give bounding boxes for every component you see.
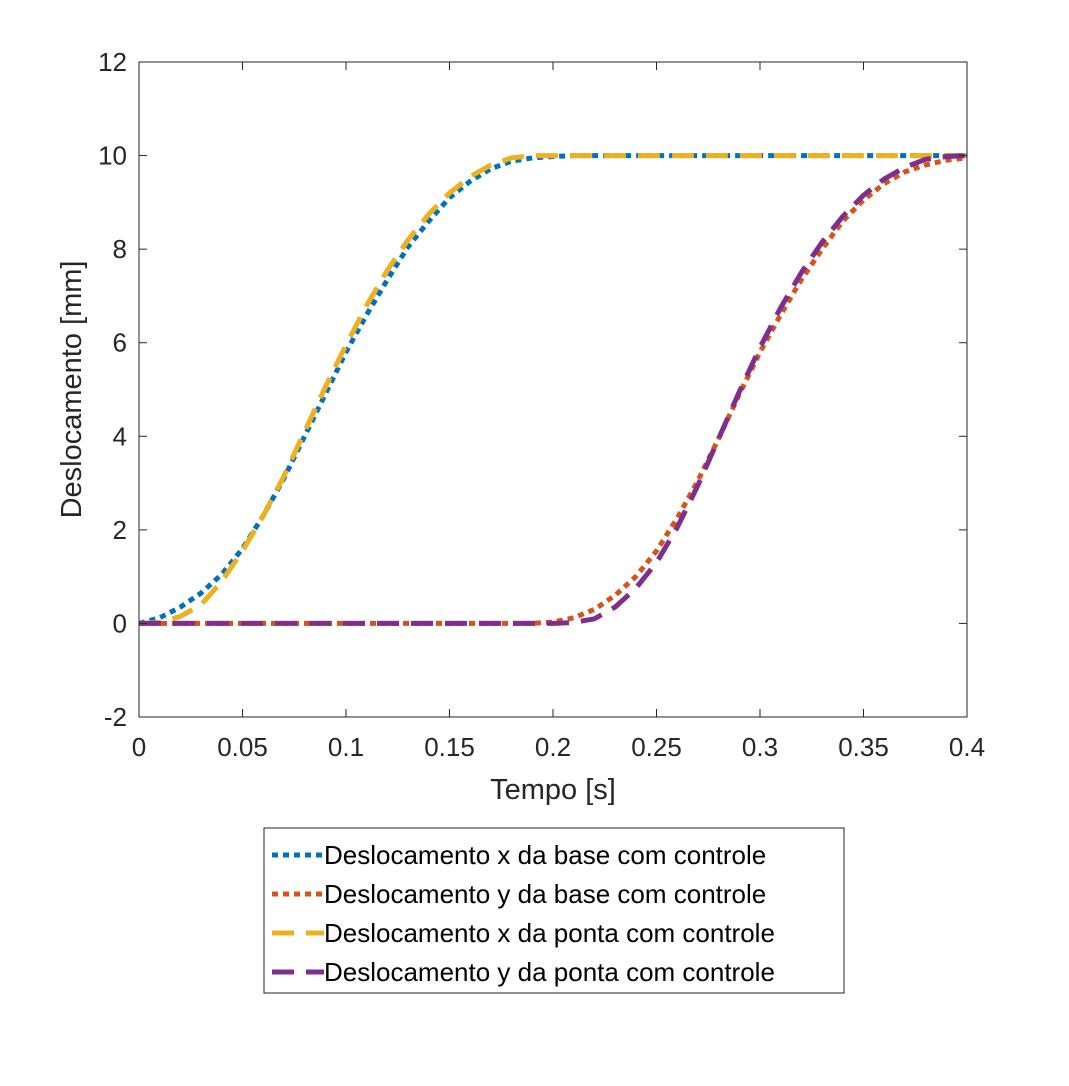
x-tick-label: 0.3 bbox=[742, 732, 778, 762]
y-tick-label: 6 bbox=[113, 328, 127, 358]
y-tick-label: 8 bbox=[113, 234, 127, 264]
legend-label-3: Deslocamento x da ponta com controle bbox=[324, 918, 775, 948]
x-tick-label: 0.1 bbox=[328, 732, 364, 762]
series-line-4 bbox=[139, 153, 968, 626]
x-tick-label: 0.35 bbox=[838, 732, 889, 762]
x-axis: 0 0.05 0.1 0.15 0.2 0.25 0.3 0.35 0.4 bbox=[132, 62, 985, 762]
series-lines bbox=[138, 153, 968, 626]
x-axis-label: Tempo [s] bbox=[490, 774, 616, 806]
y-tick-label: 10 bbox=[98, 141, 127, 171]
x-tick-label: 0.15 bbox=[424, 732, 475, 762]
x-tick-label: 0.05 bbox=[217, 732, 268, 762]
legend-label-4: Deslocamento y da ponta com controle bbox=[324, 957, 775, 987]
plot-frame bbox=[138, 61, 968, 718]
legend-label-1: Deslocamento x da base com controle bbox=[324, 840, 766, 870]
legend-box bbox=[263, 827, 845, 994]
y-tick-label: -2 bbox=[104, 702, 127, 732]
series-line-3 bbox=[138, 153, 967, 626]
y-tick-label: 2 bbox=[113, 515, 127, 545]
y-tick-label: 12 bbox=[98, 47, 127, 77]
series-line-1 bbox=[138, 153, 967, 626]
legend: Deslocamento x da base com controle Deslo… bbox=[263, 827, 845, 994]
x-tick-label: 0.25 bbox=[631, 732, 682, 762]
x-tick-label: 0.4 bbox=[949, 732, 985, 762]
y-axis: -2 0 2 4 6 8 10 12 bbox=[98, 47, 967, 732]
y-tick-label: 4 bbox=[113, 421, 127, 451]
y-axis-label: Deslocamento [mm] bbox=[56, 261, 88, 519]
x-tick-label: 0.2 bbox=[535, 732, 571, 762]
y-tick-label: 0 bbox=[113, 608, 127, 638]
legend-label-2: Deslocamento y da base com controle bbox=[324, 879, 766, 909]
series-line-2 bbox=[139, 155, 968, 626]
x-tick-label: 0 bbox=[132, 732, 146, 762]
